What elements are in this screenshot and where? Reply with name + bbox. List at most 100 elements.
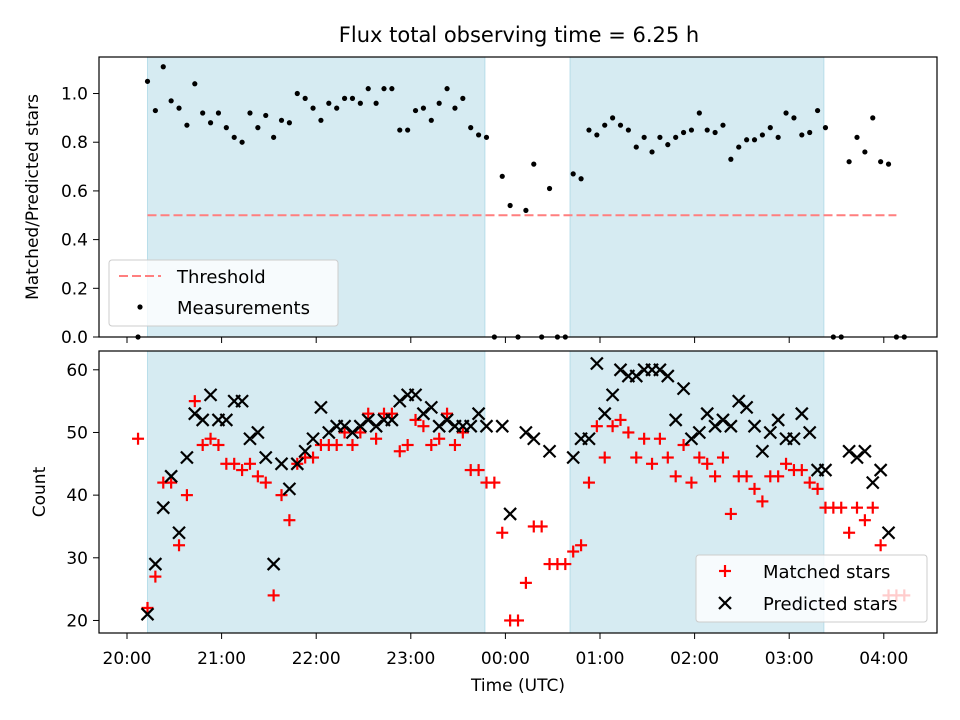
matched-star-point	[653, 432, 666, 445]
measurement-point	[673, 134, 679, 140]
predicted-star-point	[629, 369, 644, 383]
predicted-star-point	[700, 406, 714, 421]
matched-star-point	[630, 451, 643, 464]
measurement-point	[475, 132, 482, 138]
matched-star-point	[275, 489, 288, 502]
x-tick-label: 03:00	[765, 649, 814, 669]
measurement-point	[247, 110, 253, 116]
measurement-point	[625, 127, 631, 133]
matched-star-point	[362, 407, 375, 420]
measurement-point	[144, 78, 151, 84]
predicted-star-point	[519, 425, 533, 440]
predicted-star-point	[881, 525, 896, 540]
x-tick-label: 04:00	[859, 649, 908, 669]
matched-star-point	[582, 476, 595, 489]
predicted-star-point	[787, 431, 801, 446]
predicted-star-point	[369, 419, 383, 433]
matched-star-point	[559, 558, 572, 571]
measurement-point	[751, 137, 758, 143]
top-legend: Threshold Measurements	[108, 259, 339, 327]
matched-star-point	[638, 432, 651, 445]
x-tick-label: 23:00	[386, 649, 435, 669]
observing-interval	[569, 56, 825, 338]
predicted-star-point	[361, 413, 376, 427]
measurement-point	[412, 107, 419, 114]
measurement-point	[578, 176, 584, 182]
measurement-point	[744, 137, 750, 143]
predicted-star-point	[424, 400, 439, 415]
predicted-star-point	[795, 406, 809, 421]
predicted-star-point	[432, 419, 446, 433]
measurement-point	[278, 117, 285, 123]
predicted-star-point	[203, 388, 218, 402]
predicted-star-point	[873, 463, 888, 477]
bottom-grid-ticks: 20 30 40 50 60 20:00 21:00 22:00 23:00 00:00 01:00…	[66, 361, 908, 669]
predicted-star-point	[266, 557, 281, 571]
matched-star-point	[354, 426, 367, 439]
matched-star-point	[132, 432, 145, 445]
measurement-point	[594, 132, 600, 138]
matched-star-point	[874, 539, 887, 552]
bottom-y-axis-label: Count	[30, 466, 50, 517]
matched-star-point	[811, 482, 824, 495]
matched-star-point	[850, 501, 863, 514]
predicted-star-point	[818, 463, 833, 477]
matched-star-point	[204, 432, 217, 445]
matched-star-point	[519, 576, 532, 589]
top-grid-ticks: 0.0 0.2 0.4 0.6 0.8 1.0	[61, 85, 885, 348]
measurement-point	[602, 122, 608, 128]
matched-star-point	[709, 470, 722, 483]
predicted-star-point	[865, 475, 880, 490]
measurement-point	[341, 95, 348, 101]
measurement-point	[176, 105, 182, 111]
matched-star-point	[843, 526, 856, 539]
measurement-point	[381, 86, 387, 92]
predicted-star-point	[850, 450, 864, 465]
matched-star-point	[346, 439, 359, 451]
measurement-point	[870, 115, 876, 121]
measurement-point	[862, 149, 868, 155]
predicted-star-point	[290, 457, 305, 471]
predicted-star-point	[739, 400, 754, 415]
x-tick-label: 00:00	[481, 649, 530, 669]
legend-measurements-label: Measurements	[177, 298, 310, 319]
chart-title: Flux total observing time = 6.25 h	[339, 23, 699, 47]
measurement-point	[468, 125, 474, 131]
x-tick-label: 21:00	[197, 649, 246, 669]
matched-star-point	[251, 470, 264, 483]
matched-star-point	[606, 420, 619, 433]
predicted-star-point	[172, 525, 186, 540]
matched-star-point	[425, 439, 438, 451]
predicted-star-point	[148, 557, 163, 571]
measurement-point	[483, 134, 490, 140]
predicted-star-point	[716, 413, 730, 427]
measurement-point	[436, 100, 442, 106]
measurement-point	[326, 100, 332, 106]
matched-star-point	[677, 439, 690, 451]
matched-star-point	[228, 457, 241, 470]
measurement-point	[531, 161, 537, 167]
predicted-star-point	[802, 425, 817, 440]
matched-star-point	[259, 476, 272, 489]
matched-star-point	[307, 451, 320, 464]
matched-star-point	[456, 426, 469, 439]
matched-star-point	[212, 439, 225, 451]
predicted-star-point	[479, 419, 494, 433]
predicted-star-point	[385, 413, 399, 427]
measurement-point	[523, 207, 529, 213]
measurement-point	[610, 115, 616, 121]
measurement-point	[728, 156, 734, 162]
matched-star-point	[267, 589, 280, 602]
bottom-legend: Matched stars Predicted stars	[695, 554, 928, 623]
matched-star-point	[472, 464, 485, 477]
y-tick-label: 0.4	[61, 231, 88, 251]
matched-star-point	[512, 614, 525, 627]
legend-threshold-label: Threshold	[176, 267, 266, 288]
bottom-panel: 20 30 40 50 60 20:00 21:00 22:00 23:00 00:00 01:00…	[30, 350, 938, 696]
legend-matched-swatch	[719, 565, 731, 577]
predicted-star-point	[566, 450, 580, 465]
measurement-point	[420, 105, 427, 111]
top-legend-box	[108, 259, 339, 327]
predicted-star-point	[140, 607, 155, 621]
